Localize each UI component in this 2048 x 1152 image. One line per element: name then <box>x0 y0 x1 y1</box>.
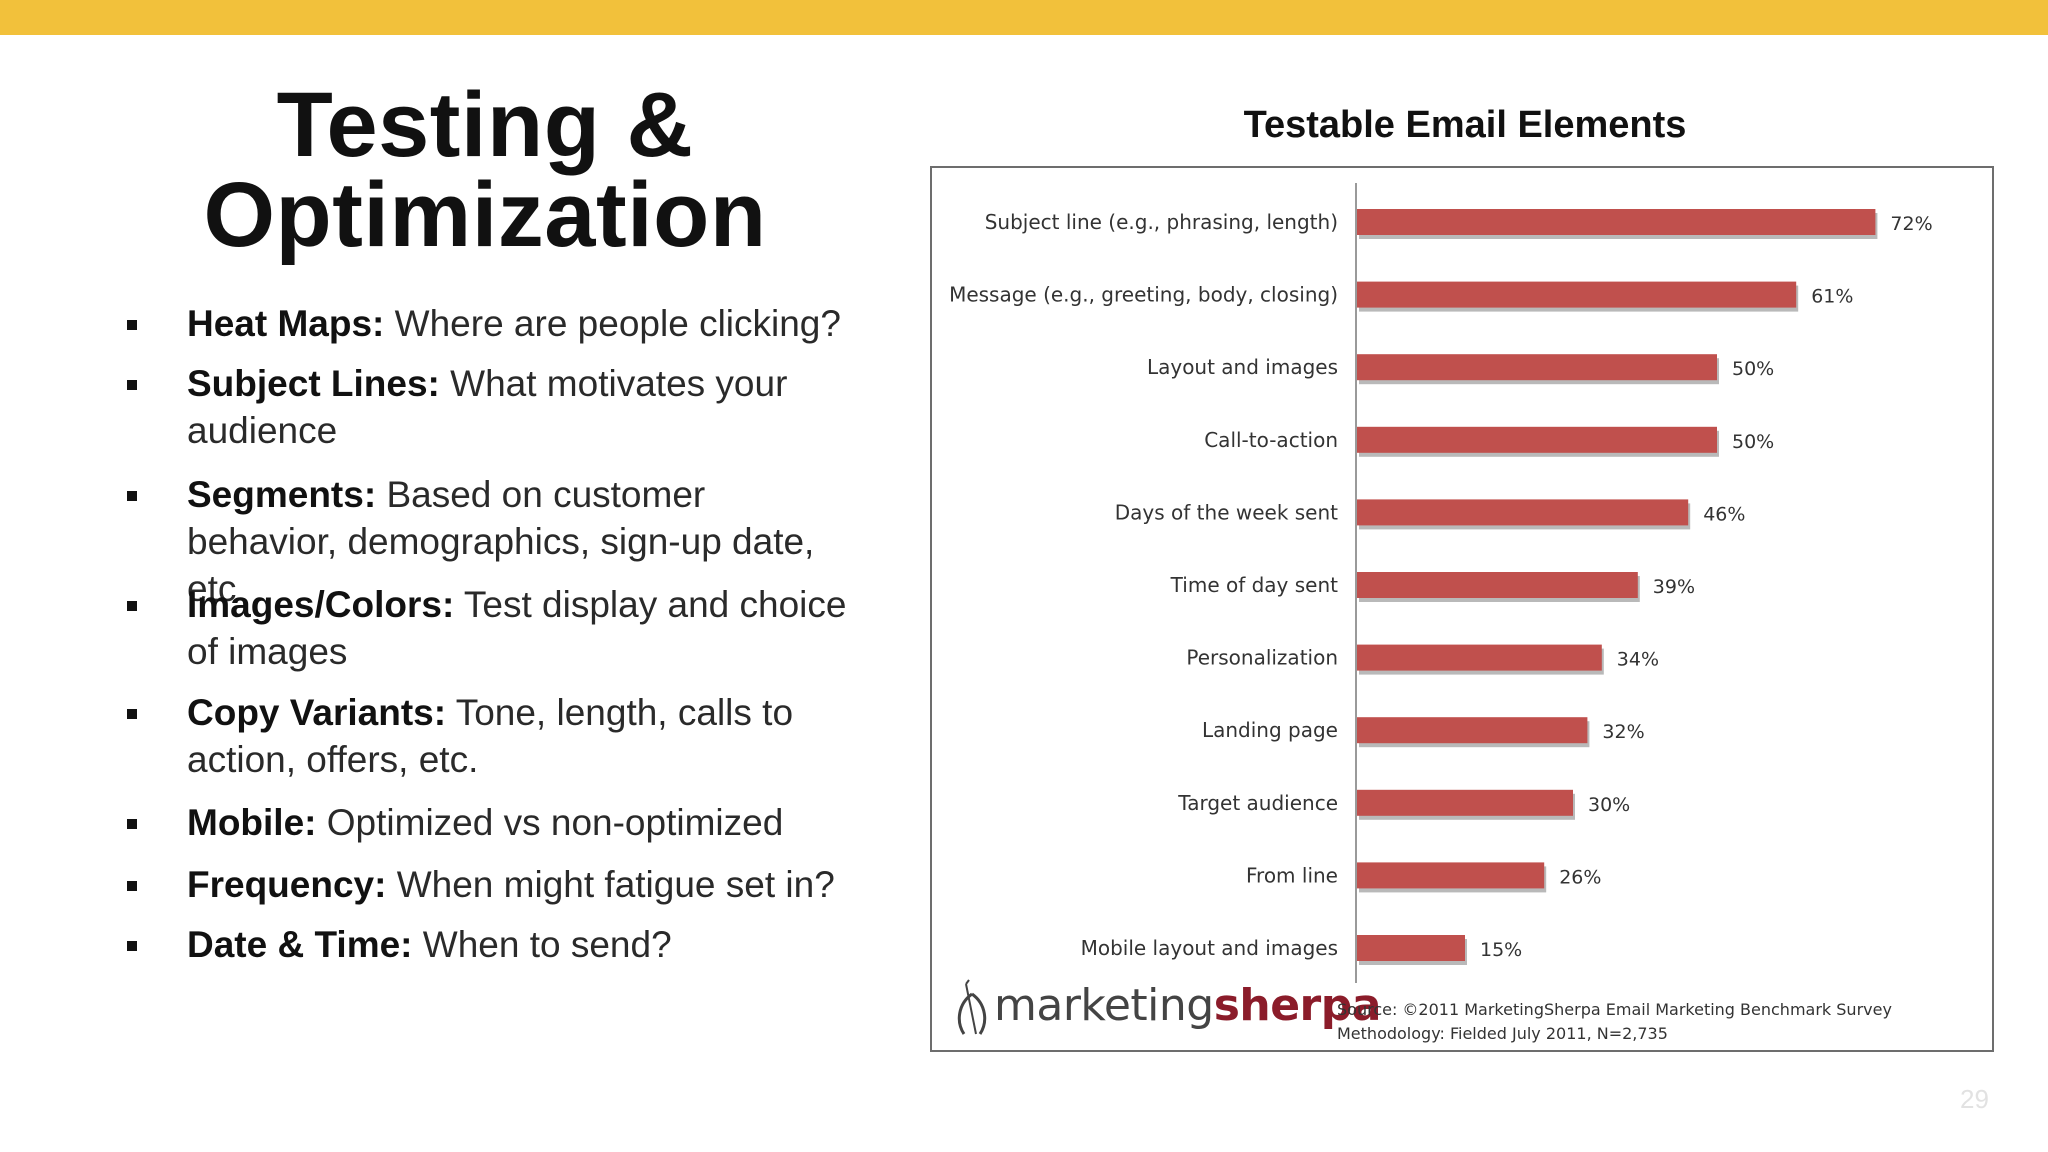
bullet-item: Frequency: When might fatigue set in? <box>120 861 860 921</box>
bar <box>1357 935 1465 961</box>
category-label: Days of the week sent <box>1115 500 1338 524</box>
bar <box>1357 572 1638 598</box>
slide-title-line1: Testing & <box>276 74 694 176</box>
bar <box>1357 209 1876 235</box>
category-label: Landing page <box>1202 718 1338 742</box>
bar <box>1357 354 1717 381</box>
bullet-text: Where are people clicking? <box>394 303 841 344</box>
bullet-text: Test display and choice of images <box>187 584 847 672</box>
bullet-item: Copy Variants: Tone, length, calls to ac… <box>120 689 860 799</box>
source-line: Source: ©2011 MarketingSherpa Email Mark… <box>1337 1000 1892 1019</box>
value-label: 50% <box>1732 431 1774 453</box>
bullet-item: Segments: Based on customer behavior, de… <box>120 471 860 609</box>
bullet-list: Heat Maps: Where are people clicking? Su… <box>120 300 860 981</box>
value-label: 72% <box>1890 213 1932 235</box>
bar <box>1357 426 1717 453</box>
bullet-text: Optimized vs non-optimized <box>326 802 784 843</box>
value-label: 50% <box>1732 358 1774 380</box>
value-label: 46% <box>1703 503 1745 525</box>
bullet-term: Images/Colors: <box>187 584 455 625</box>
category-label: Call-to-action <box>1204 428 1338 452</box>
accent-top-bar <box>0 0 2048 35</box>
bar-chart: Subject line (e.g., phrasing, length) 72%… <box>949 183 1933 983</box>
value-label: 26% <box>1559 866 1601 888</box>
category-label: From line <box>1246 863 1338 887</box>
category-label: Mobile layout and images <box>1081 936 1338 960</box>
bullet-text: What motivates your audience <box>187 363 788 451</box>
bullet-item: Subject Lines: What motivates your audie… <box>120 360 860 471</box>
bullet-item: Mobile: Optimized vs non-optimized <box>120 799 860 861</box>
category-label: Target audience <box>1177 791 1338 815</box>
logo-sherpa: sherpa <box>1213 980 1382 1031</box>
bullet-item: Heat Maps: Where are people clicking? <box>120 300 860 360</box>
bullet-square-icon <box>127 320 137 330</box>
bullet-square-icon <box>127 941 137 951</box>
bullet-square-icon <box>127 709 137 719</box>
bullet-term: Copy Variants: <box>187 692 447 733</box>
value-label: 15% <box>1480 939 1522 961</box>
category-label: Personalization <box>1186 646 1338 670</box>
value-label: 34% <box>1617 649 1659 671</box>
logo-wordmark: marketingsherpa <box>994 980 1381 1031</box>
bullet-term: Subject Lines: <box>187 363 440 404</box>
bar <box>1357 717 1588 744</box>
value-label: 61% <box>1811 286 1853 308</box>
bullet-text: When to send? <box>422 924 672 965</box>
bullet-item: Images/Colors: Test display and choice o… <box>120 581 860 689</box>
bullet-square-icon <box>127 819 137 829</box>
bullet-term: Frequency: <box>187 864 387 905</box>
methodology-line: Methodology: Fielded July 2011, N=2,735 <box>1337 1024 1668 1043</box>
slide-title-line2: Optimization <box>203 164 767 266</box>
bullet-term: Mobile: <box>187 802 317 843</box>
bullet-text: When might fatigue set in? <box>396 864 835 905</box>
bullet-square-icon <box>127 380 137 390</box>
bar <box>1357 499 1689 526</box>
category-label: Message (e.g., greeting, body, closing) <box>949 283 1338 307</box>
bullet-term: Date & Time: <box>187 924 413 965</box>
bullet-square-icon <box>127 491 137 501</box>
chart-panel: Subject line (e.g., phrasing, length) 72%… <box>930 166 1994 1052</box>
bar <box>1357 644 1602 671</box>
page-number: 29 <box>1960 1084 1989 1114</box>
chart-title: Testable Email Elements <box>1243 104 1687 146</box>
bullet-term: Segments: <box>187 474 377 515</box>
bullet-square-icon <box>127 881 137 891</box>
bar <box>1357 789 1573 816</box>
bullet-text: Tone, length, calls to action, offers, e… <box>187 692 794 780</box>
value-label: 39% <box>1653 576 1695 598</box>
bullet-term: Heat Maps: <box>187 303 385 344</box>
logo-marketing: marketing <box>994 980 1214 1031</box>
category-label: Time of day sent <box>1170 573 1338 597</box>
bullet-square-icon <box>127 601 137 611</box>
bullet-item: Date & Time: When to send? <box>120 921 860 981</box>
category-label: Layout and images <box>1147 355 1338 379</box>
category-label: Subject line (e.g., phrasing, length) <box>985 210 1338 234</box>
bar <box>1357 862 1545 889</box>
bar <box>1357 281 1797 308</box>
chart-source: Source: ©2011 MarketingSherpa Email Mark… <box>1337 998 1892 1046</box>
sherpa-figure-icon <box>957 979 987 1035</box>
value-label: 30% <box>1588 794 1630 816</box>
slide-title: Testing & Optimization <box>120 74 850 266</box>
bullet-text: Based on customer behavior, demographics… <box>187 474 815 609</box>
value-label: 32% <box>1602 721 1644 743</box>
